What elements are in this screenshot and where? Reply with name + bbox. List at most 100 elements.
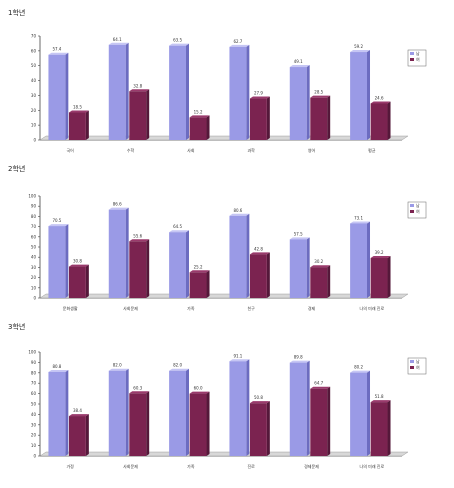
- bar-side: [186, 43, 190, 140]
- y-tick-label: 100: [28, 350, 36, 355]
- y-tick-label: 20: [31, 108, 37, 113]
- data-label: 86.6: [113, 202, 122, 207]
- bar-top: [189, 391, 210, 394]
- bar: [129, 241, 147, 298]
- legend-swatch: [410, 360, 414, 363]
- bar-side: [85, 264, 89, 298]
- data-label: 25.2: [194, 264, 203, 269]
- bar-top: [169, 368, 190, 371]
- bar-top: [108, 207, 129, 210]
- bar-side: [367, 221, 371, 298]
- data-label: 24.6: [375, 95, 384, 100]
- bar: [350, 223, 368, 298]
- bar-top: [350, 221, 371, 224]
- data-label: 28.5: [314, 90, 323, 95]
- y-tick-label: 70: [31, 34, 37, 39]
- data-label: 49.1: [294, 59, 303, 64]
- data-label: 64.7: [314, 381, 323, 386]
- data-label: 64.5: [173, 224, 182, 229]
- bar: [108, 44, 126, 140]
- bar-side: [85, 110, 89, 140]
- legend-swatch: [410, 210, 414, 213]
- bar-top: [350, 50, 371, 53]
- bar: [310, 267, 328, 298]
- bar-side: [306, 237, 310, 298]
- bar: [370, 402, 388, 456]
- chart-1-title: 1학년: [8, 9, 26, 17]
- legend-label: 여: [416, 56, 420, 62]
- bar: [169, 232, 187, 298]
- bar-top: [189, 115, 210, 118]
- bar-side: [146, 391, 150, 456]
- data-label: 63.5: [173, 38, 182, 43]
- bar-top: [48, 224, 69, 227]
- bar-top: [68, 264, 89, 267]
- category-label: 진로: [247, 463, 255, 469]
- legend-swatch: [410, 52, 414, 55]
- data-label: 80.8: [52, 364, 61, 369]
- bar: [68, 416, 86, 456]
- data-label: 82.0: [113, 363, 122, 368]
- data-label: 30.2: [314, 259, 323, 264]
- y-tick-label: 40: [31, 78, 37, 83]
- bar-side: [246, 359, 250, 456]
- category-label: 평균: [368, 147, 376, 153]
- bar-top: [310, 265, 331, 268]
- data-label: 80.2: [354, 365, 363, 370]
- bar-top: [129, 239, 150, 242]
- data-label: 18.5: [73, 105, 82, 110]
- data-label: 70.5: [52, 218, 61, 223]
- data-label: 59.2: [354, 44, 363, 49]
- y-tick-label: 30: [31, 93, 37, 98]
- category-label: 가정: [66, 463, 74, 469]
- bar: [189, 393, 207, 456]
- bar-side: [266, 96, 270, 140]
- category-label: 나의 미래 진로: [360, 463, 385, 469]
- bar: [108, 209, 126, 298]
- y-tick-label: 10: [31, 285, 37, 290]
- bar-top: [310, 95, 331, 98]
- y-tick-label: 0: [33, 296, 36, 301]
- bar: [289, 239, 307, 298]
- bar-side: [125, 42, 129, 140]
- legend-label: 여: [416, 364, 420, 370]
- y-tick-label: 30: [31, 422, 37, 427]
- chart-2-title: 2학년: [8, 165, 26, 173]
- bar-top: [249, 96, 270, 99]
- data-label: 57.5: [294, 231, 303, 236]
- category-label: 나의 미래 진로: [360, 305, 385, 311]
- data-label: 60.3: [133, 385, 142, 390]
- bar: [68, 112, 86, 140]
- legend-label: 남: [416, 358, 420, 364]
- data-label: 32.8: [133, 83, 142, 88]
- category-label: 친구: [247, 305, 255, 311]
- bar-side: [85, 414, 89, 456]
- bar: [48, 54, 66, 140]
- category-label: 사회문제: [123, 463, 138, 469]
- bar-top: [370, 101, 391, 104]
- data-label: 62.7: [233, 39, 242, 44]
- y-tick-label: 10: [31, 443, 37, 448]
- category-label: 가족: [187, 463, 195, 469]
- bar-side: [367, 50, 371, 140]
- category-label: 경제: [308, 305, 316, 311]
- y-tick-label: 20: [31, 433, 37, 438]
- bar-top: [249, 401, 270, 404]
- category-label: 과학: [247, 147, 255, 153]
- bar-top: [129, 391, 150, 394]
- bar-side: [246, 44, 250, 140]
- bar: [189, 272, 207, 298]
- bar-top: [169, 43, 190, 46]
- data-label: 27.9: [254, 91, 263, 96]
- y-tick-label: 50: [31, 402, 37, 407]
- bar-top: [229, 359, 250, 362]
- legend-label: 남: [416, 202, 420, 208]
- legend-swatch: [410, 366, 414, 369]
- y-tick-label: 20: [31, 275, 37, 280]
- y-tick-label: 10: [31, 123, 37, 128]
- data-label: 30.8: [73, 259, 82, 264]
- bar: [370, 103, 388, 140]
- bar: [350, 372, 368, 456]
- bar: [249, 403, 267, 456]
